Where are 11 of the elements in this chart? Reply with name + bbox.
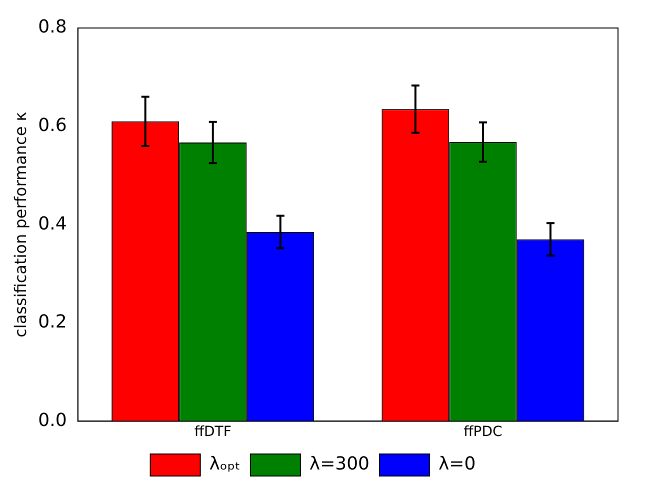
y-axis-title: classification performance κ: [10, 111, 30, 338]
x-tick-label: ffPDC: [464, 424, 502, 440]
y-tick-label: 0.4: [38, 213, 67, 234]
legend-label: λ=0: [438, 454, 476, 475]
y-tick-label: 0.8: [38, 16, 67, 38]
y-tick-label: 0.6: [38, 114, 67, 136]
x-tick-label: ffDTF: [194, 424, 232, 440]
legend-label: λ=300: [309, 454, 370, 475]
y-tick-label: 0.2: [38, 312, 67, 333]
y-tick-label: 0.0: [38, 410, 67, 431]
legend-label: λₒₚₜ: [209, 454, 240, 475]
